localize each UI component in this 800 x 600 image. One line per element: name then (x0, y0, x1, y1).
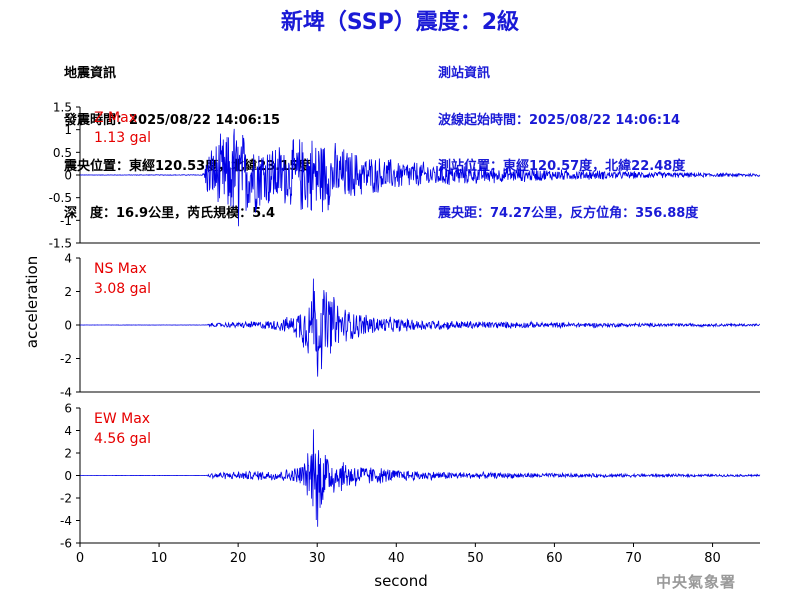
y-tick-label: -0.5 (49, 191, 72, 205)
y-tick-label: 1 (64, 123, 72, 137)
x-tick-label: 60 (546, 551, 563, 566)
waveform-ns (80, 278, 761, 377)
origin-time: 發震時間：2025/08/22 14:06:15 (64, 112, 281, 128)
agency-watermark: 中央氣象署 (656, 573, 737, 591)
y-tick-label: -4 (60, 514, 72, 528)
depth-magnitude: 深 度：16.9公里，芮氏規模：5.4 (64, 205, 276, 221)
max-value-z: 1.13 gal (94, 130, 151, 146)
y-tick-label: 4 (64, 424, 72, 438)
y-axis-label: acceleration (23, 256, 41, 348)
earthquake-info-heading: 地震資訊 (64, 66, 117, 81)
x-tick-label: 20 (230, 551, 247, 566)
max-label-ew: EW Max (94, 411, 150, 427)
max-label-z: Z Max (94, 110, 137, 126)
y-tick-label: 0 (64, 169, 72, 183)
max-value-ew: 4.56 gal (94, 431, 151, 447)
y-tick-label: 0 (64, 319, 72, 333)
y-tick-label: 6 (64, 402, 72, 416)
y-tick-label: -6 (60, 537, 72, 551)
max-label-ns: NS Max (94, 261, 147, 277)
x-tick-label: 30 (309, 551, 326, 566)
max-value-ns: 3.08 gal (94, 281, 151, 297)
y-tick-label: 2 (64, 285, 72, 299)
page-title: 新埤（SSP）震度：2級 (280, 10, 520, 35)
waveform-start-time: 波線起始時間：2025/08/22 14:06:14 (438, 112, 681, 128)
x-tick-label: 70 (625, 551, 642, 566)
station-info: 測站資訊 波線起始時間：2025/08/22 14:06:14 測站位置：東經1… (438, 35, 698, 237)
y-tick-label: -4 (60, 386, 72, 400)
y-tick-label: -1 (60, 214, 72, 228)
x-tick-label: 40 (388, 551, 405, 566)
station-location: 測站位置：東經120.57度，北緯22.48度 (438, 159, 686, 174)
x-tick-label: 0 (76, 551, 84, 566)
y-tick-label: 1.5 (53, 101, 72, 115)
earthquake-info: 地震資訊 發震時間：2025/08/22 14:06:15 震央位置：東經120… (64, 35, 311, 237)
waveform-z (79, 128, 761, 227)
y-tick-label: 4 (64, 252, 72, 266)
station-info-heading: 測站資訊 (438, 66, 491, 81)
y-tick-label: -1.5 (49, 237, 72, 251)
waveform-ew (79, 429, 761, 527)
y-tick-label: -2 (60, 352, 72, 366)
y-tick-label: 0.5 (53, 146, 72, 160)
x-tick-label: 10 (151, 551, 168, 566)
x-tick-label: 50 (467, 551, 484, 566)
y-tick-label: 0 (64, 469, 72, 483)
epicenter-location: 震央位置：東經120.53度，北緯23.15度 (64, 159, 312, 174)
y-tick-label: -2 (60, 492, 72, 506)
epicenter-distance-azimuth: 震央距：74.27公里，反方位角：356.88度 (438, 205, 699, 221)
x-tick-label: 80 (704, 551, 721, 566)
x-axis-label: second (374, 572, 428, 590)
y-tick-label: 2 (64, 447, 72, 461)
